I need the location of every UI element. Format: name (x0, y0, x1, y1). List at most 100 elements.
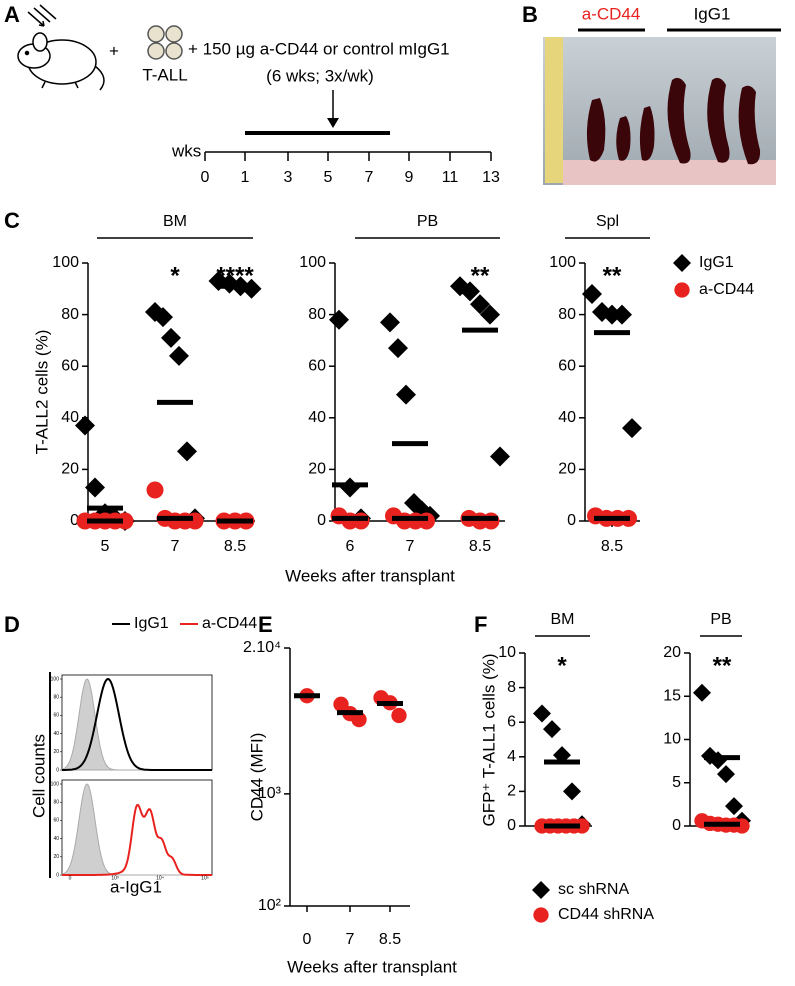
y-tick-label: 10² (258, 897, 282, 914)
point (396, 384, 416, 405)
panel-label: E (258, 612, 273, 637)
cell (165, 42, 183, 60)
point (612, 304, 632, 325)
y-tick-label: 0 (56, 767, 59, 773)
point (418, 512, 435, 530)
x-axis-title: Weeks after transplant (285, 566, 455, 585)
group-title: Spl (596, 213, 619, 230)
y-axis-title: CD44 (MFI) (247, 733, 266, 822)
y-tick-label: 60 (53, 818, 59, 824)
x-tick-label: 6 (346, 538, 355, 555)
y-tick-label: 10³ (258, 785, 282, 802)
point (533, 907, 549, 923)
point (329, 309, 349, 330)
x-tick-label: 10⁵ (201, 875, 209, 881)
x-tick-label: 7 (406, 538, 415, 555)
y-axis-title: GFP⁺ T-ALL1 cells (%) (479, 653, 498, 826)
y-tick-label: 40 (53, 836, 59, 842)
y-tick-label: 8 (507, 679, 516, 696)
y-tick-label: 20 (308, 461, 326, 478)
point (490, 446, 510, 467)
point (380, 312, 400, 333)
point (674, 282, 690, 298)
significance: * (557, 652, 567, 679)
cells-icon (147, 25, 183, 60)
x-tick-label: 8.5 (469, 538, 491, 555)
point (717, 765, 735, 784)
point (169, 345, 189, 366)
group-title: PB (417, 213, 438, 230)
point (533, 704, 551, 723)
y-tick-label: 10 (663, 731, 681, 748)
spleen (707, 77, 730, 163)
spleen (586, 98, 606, 162)
point (482, 512, 500, 530)
cell (147, 42, 165, 60)
stain-histogram (62, 677, 212, 771)
timeline-tick-label: 3 (284, 169, 293, 186)
legend-label: CD44 shRNA (558, 906, 654, 923)
y-tick-label: 20 (53, 854, 59, 860)
y-tick-label: 20 (558, 461, 576, 478)
point (85, 477, 105, 498)
timeline-label: wks (171, 141, 201, 160)
timeline-tick-label: 0 (201, 169, 210, 186)
y-tick-label: 60 (308, 357, 326, 374)
y-tick-label: 60 (61, 357, 79, 374)
point (460, 281, 480, 302)
y-tick-label: 0 (317, 512, 326, 529)
spleen (639, 106, 655, 161)
y-tick-label: 100 (51, 781, 60, 787)
x-tick-label: 10⁴ (156, 875, 164, 881)
y-tick-label: 5 (672, 774, 681, 791)
x-tick-label: 7 (346, 931, 355, 948)
point (532, 881, 550, 899)
irradiation (27, 4, 57, 27)
y-tick-label: 80 (61, 306, 79, 323)
spleen (738, 85, 761, 165)
point (470, 294, 490, 315)
y-tick-label: 40 (308, 409, 326, 426)
plus: + (109, 41, 119, 60)
point (75, 415, 95, 436)
point (391, 707, 407, 724)
y-tick-label: 0 (567, 512, 576, 529)
y-tick-label: 20 (61, 461, 79, 478)
point (351, 711, 367, 728)
timeline-tick-label: 13 (482, 169, 500, 186)
legend-label: a-CD44 (699, 281, 754, 298)
y-tick-label: 100 (299, 254, 326, 271)
point (186, 512, 204, 530)
group-title: BM (163, 213, 187, 230)
significance: ** (713, 652, 732, 679)
significance: ** (471, 262, 490, 289)
point (574, 818, 590, 834)
significance: * (170, 262, 180, 289)
significance: ** (603, 262, 622, 289)
isotype-histogram (61, 783, 212, 876)
panel-label: C (4, 208, 20, 233)
point (146, 481, 164, 499)
y-tick-label: 80 (558, 306, 576, 323)
mouse-icon (17, 4, 105, 91)
y-tick-label: 0 (507, 817, 516, 834)
y-tick-label: 10 (498, 644, 516, 661)
x-axis-title: a-IgG1 (110, 877, 162, 896)
mouse-tail (94, 65, 105, 91)
y-tick-label: 4 (507, 748, 516, 765)
group-title: PB (710, 611, 731, 628)
point (161, 327, 181, 348)
legend-label: a-CD44 (202, 615, 257, 632)
treatment: + 150 µg a-CD44 or control mIgG1 (188, 39, 450, 58)
x-tick-label: 0 (69, 875, 72, 881)
y-tick-label: 80 (53, 695, 59, 701)
panel-label: F (474, 612, 487, 637)
point (673, 254, 691, 272)
y-tick-label: 100 (549, 254, 576, 271)
point (693, 683, 711, 702)
point (352, 512, 370, 530)
timeline-tick-label: 1 (241, 169, 250, 186)
